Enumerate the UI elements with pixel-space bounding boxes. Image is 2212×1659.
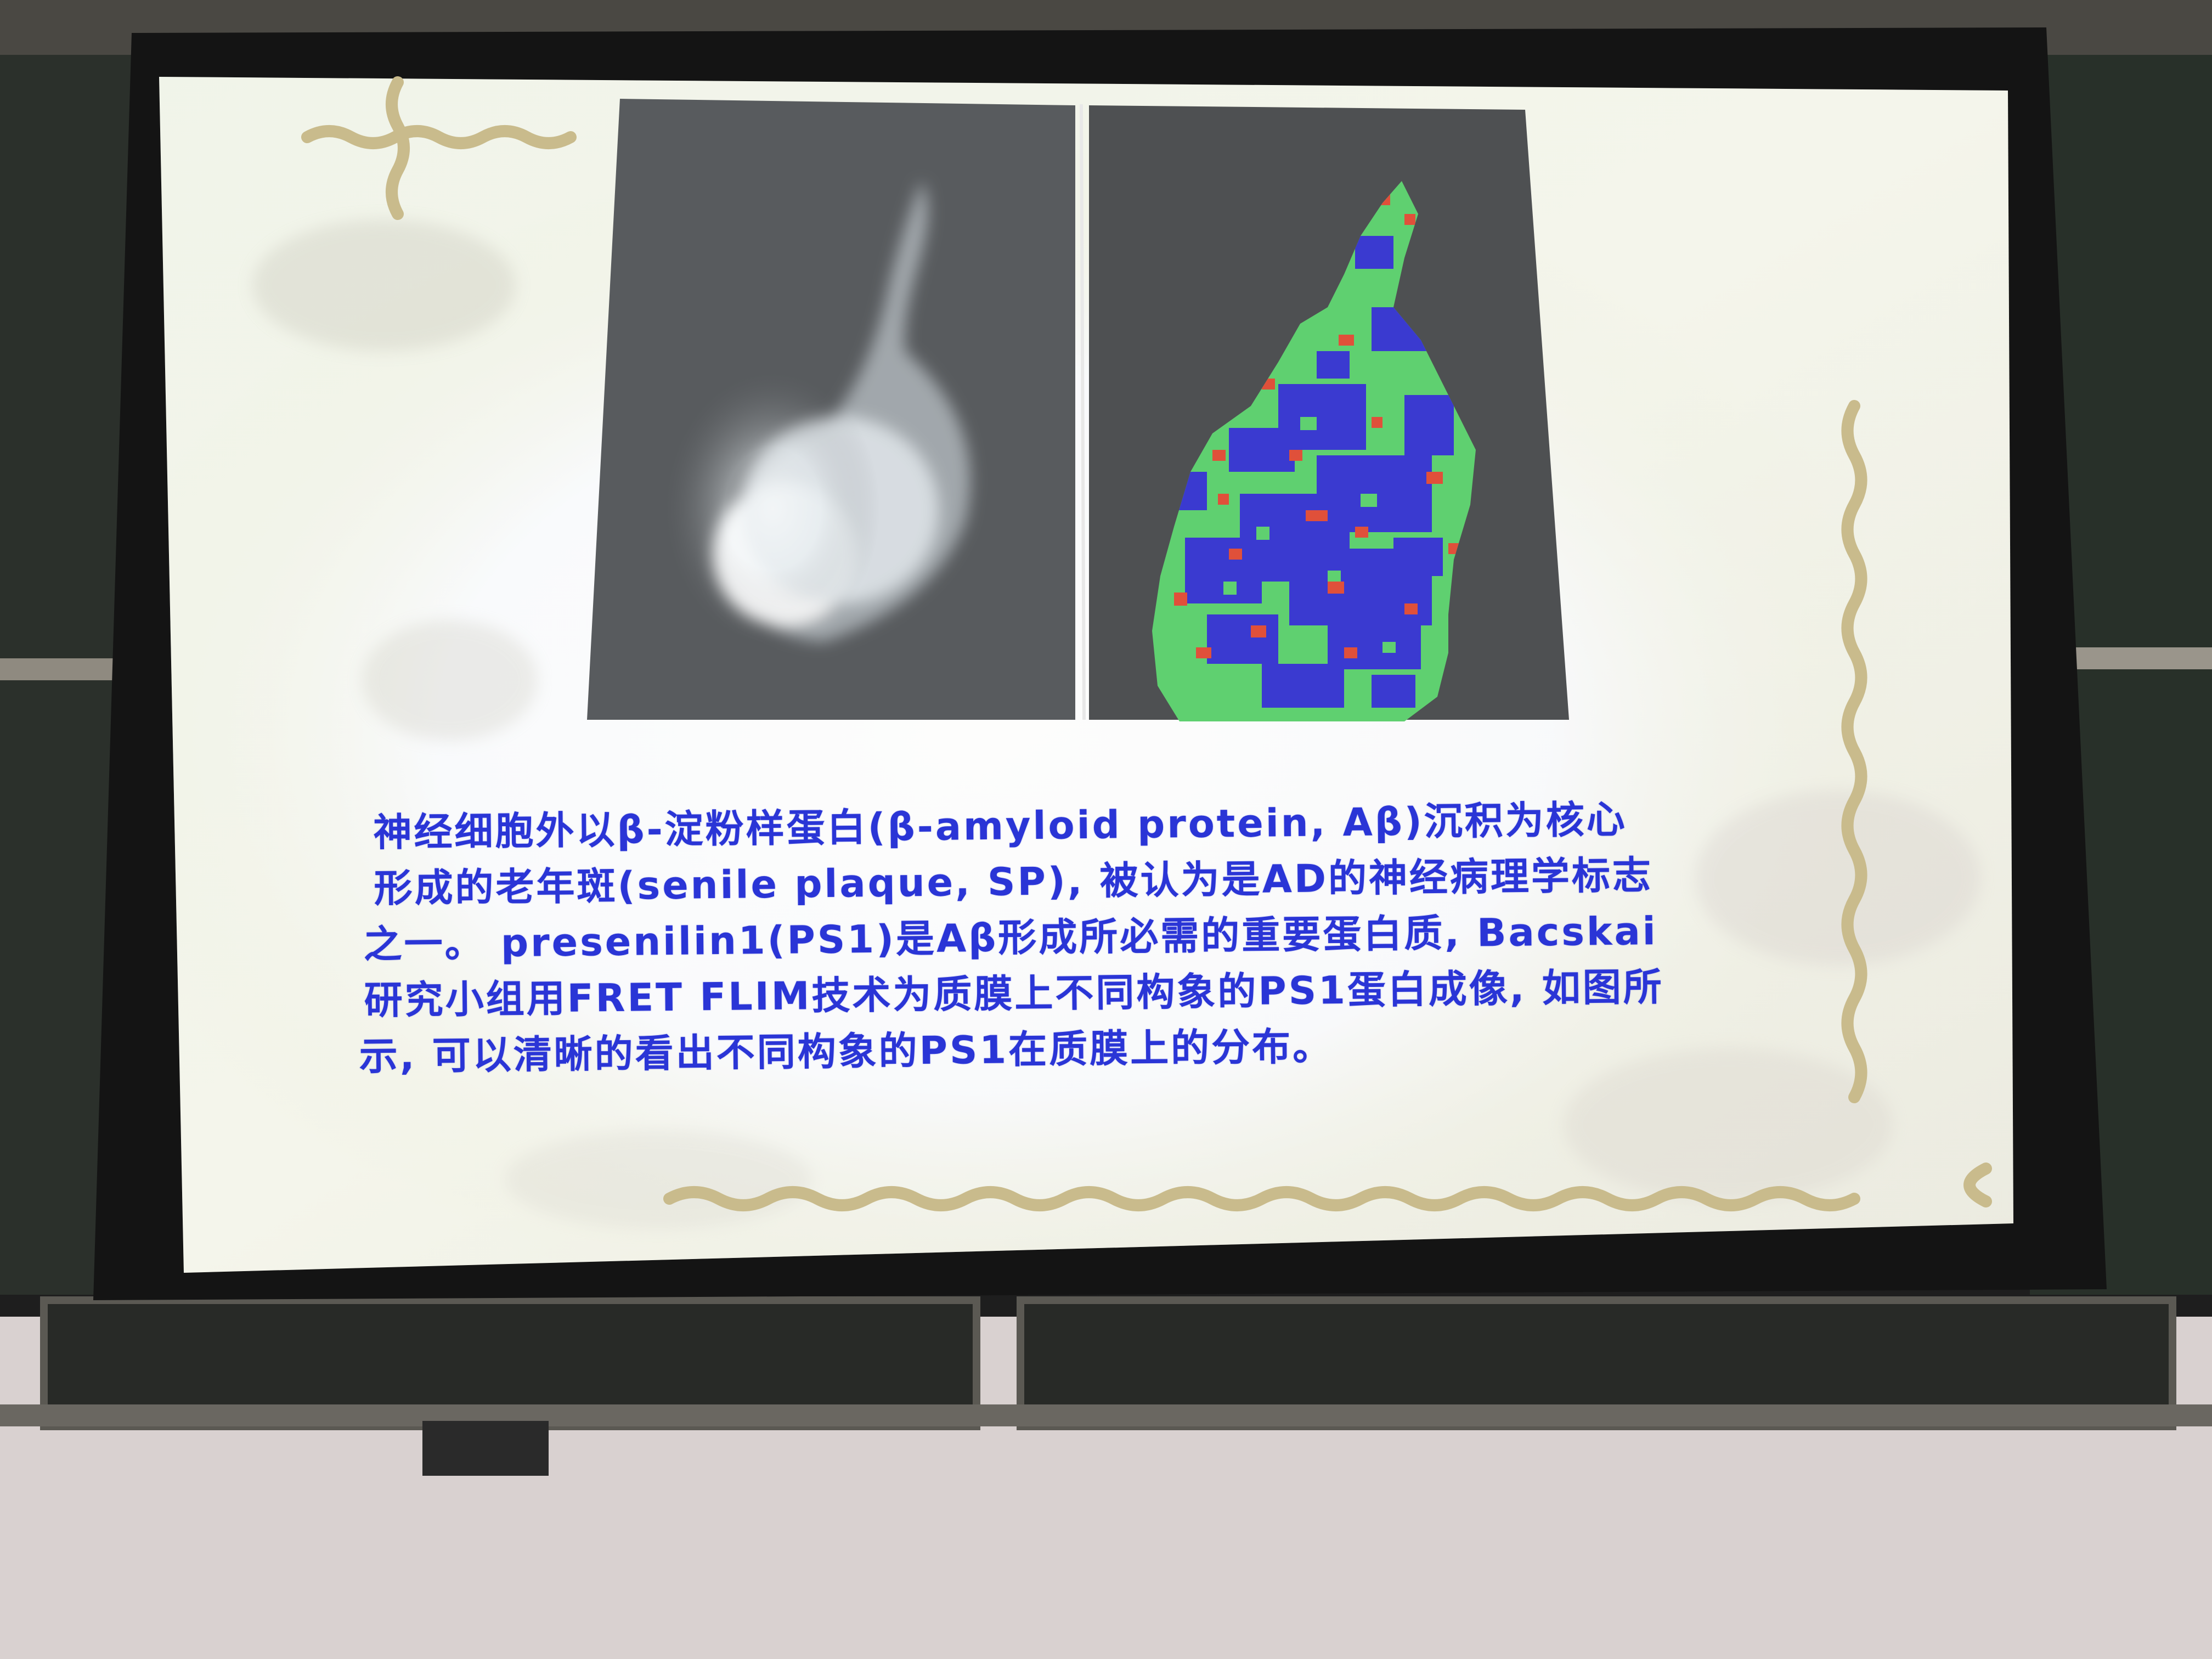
caption-line-2: 形成的老年斑(senile plaque, SP), 被认为是AD的神经病理学标…: [374, 853, 1654, 911]
top-left-vine-border: [301, 76, 577, 220]
flim-lifetime-map: [1089, 105, 1569, 721]
caption-line-4: 研究小组用FRET FLIM技术为质膜上不同构象的PS1蛋白成像, 如图所: [364, 964, 1664, 1023]
slide-caption: 神经细胞外以β-淀粉样蛋白(β-amyloid protein, Aβ)沉积为核…: [351, 791, 1858, 1103]
panel-divider: [1080, 104, 1086, 720]
fluorescence-micrograph: [587, 99, 1075, 720]
caption-line-3: 之一。 presenilin1(PS1)是Aβ形成所必需的重要蛋白质, Bacs…: [363, 909, 1658, 967]
right-vine-border: [1841, 400, 1867, 1103]
bottom-vine-border: [663, 1163, 1992, 1211]
caption-line-5: 示, 可以清晰的看出不同构象的PS1在质膜上的分布。: [359, 1024, 1334, 1079]
